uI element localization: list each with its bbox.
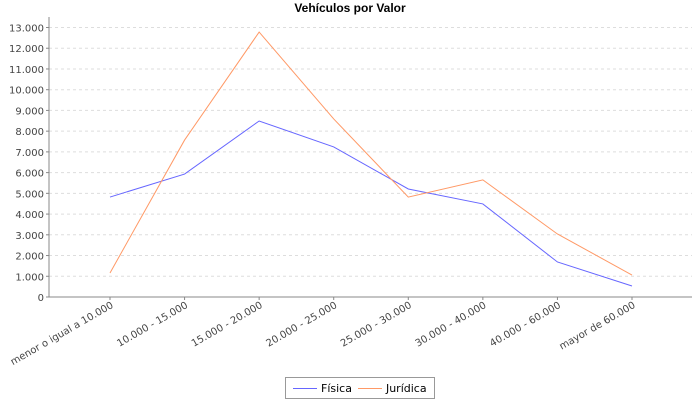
- y-tick-label: 10.000: [9, 86, 44, 97]
- y-tick-label: 1.000: [15, 272, 44, 283]
- legend-swatch: [357, 387, 382, 389]
- legend-label: Física: [321, 381, 352, 395]
- x-tick-label: 15.000 - 20.000: [190, 300, 265, 350]
- x-tick-label: 20.000 - 25.000: [264, 300, 339, 350]
- series-line-física: [109, 120, 633, 287]
- x-tick-label: 40.000 - 60.000: [488, 300, 563, 350]
- line-chart: 0 1.000 2.000 3.000 4.000 5.000 6.000 7.000 8.00…: [9, 17, 692, 368]
- x-tick-label: 25.000 - 30.000: [339, 300, 414, 350]
- y-tick-label: 3.000: [15, 231, 44, 242]
- legend-label: Jurídica: [385, 381, 427, 395]
- series-line-jurídica: [109, 31, 633, 276]
- legend-item: Física: [293, 382, 352, 395]
- y-tick-label: 12.000: [9, 44, 44, 55]
- y-tick-label: 6.000: [15, 169, 44, 180]
- x-tick-label: menor o igual a 10.000: [9, 300, 116, 368]
- x-tick-label: 10.000 - 15.000: [115, 300, 190, 350]
- chart-title: Vehículos por Valor: [294, 1, 406, 15]
- y-tick-label: 2.000: [15, 252, 44, 263]
- y-tick-label: 7.000: [15, 148, 44, 159]
- x-tick-label: 30.000 - 40.000: [414, 300, 489, 350]
- y-tick-label: 4.000: [15, 210, 44, 221]
- y-tick-label: 8.000: [15, 127, 44, 138]
- y-tick-label: 0: [38, 293, 44, 304]
- y-tick-label: 9.000: [15, 106, 44, 117]
- y-tick-label: 5.000: [15, 189, 44, 200]
- y-tick-label: 13.000: [9, 24, 44, 35]
- y-tick-label: 11.000: [9, 65, 44, 76]
- legend-swatch: [293, 387, 317, 389]
- legend: Física Jurídica: [285, 377, 435, 399]
- x-tick-label: mayor de 60.000: [558, 300, 638, 352]
- legend-item: Jurídica: [357, 381, 427, 395]
